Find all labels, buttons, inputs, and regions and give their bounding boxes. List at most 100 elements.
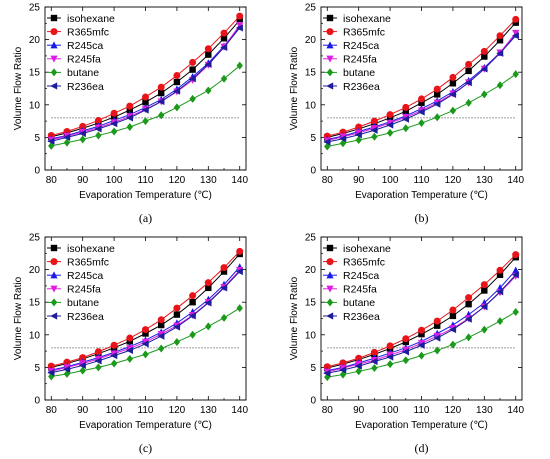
y-tick-label: 25 <box>305 233 317 244</box>
data-point <box>142 93 149 101</box>
data-point <box>370 126 378 134</box>
data-point <box>205 86 212 95</box>
data-point <box>323 363 331 371</box>
data-point <box>125 114 133 122</box>
y-tick-label: 20 <box>305 35 317 46</box>
legend-marker <box>326 41 334 49</box>
data-point <box>433 85 441 93</box>
data-point <box>126 354 133 363</box>
data-point <box>496 49 504 57</box>
legend-label: isohexane <box>67 13 115 25</box>
data-point <box>449 312 457 320</box>
data-point <box>418 330 425 338</box>
legend-marker <box>50 41 58 49</box>
x-axis-label: Evaporation Temperature (℃) <box>79 190 212 201</box>
data-point <box>386 342 394 350</box>
x-tick-label: 80 <box>46 175 58 186</box>
legend-label: R245ca <box>67 40 103 52</box>
x-tick-label: 130 <box>476 405 493 416</box>
data-point <box>220 268 228 275</box>
data-point <box>511 32 519 40</box>
chart-panel-d: 0 5 10 15 20 25 80 90 100 110 120 130 140 Evaporation… <box>289 233 524 456</box>
legend-label: R365mfc <box>343 26 385 38</box>
legend-label: R245ca <box>343 270 379 282</box>
data-point <box>79 354 87 362</box>
data-point <box>339 359 347 367</box>
series-r236ea <box>47 24 243 145</box>
data-point <box>481 325 488 334</box>
data-point <box>236 12 244 20</box>
y-tick-label: 10 <box>29 330 41 341</box>
y-tick-label: 10 <box>29 100 41 111</box>
data-point <box>94 348 102 356</box>
y-axis-label: Volume Flow Ratio <box>13 46 24 130</box>
data-point <box>110 120 118 128</box>
y-tick-label: 15 <box>29 68 41 79</box>
legend-label: R245fa <box>67 284 101 296</box>
data-point <box>481 90 488 99</box>
data-point <box>370 348 378 356</box>
legend-marker <box>50 312 58 320</box>
data-point <box>189 292 197 300</box>
legend-label: R245ca <box>67 270 103 282</box>
data-point <box>480 47 488 55</box>
data-point <box>386 360 394 369</box>
data-point <box>142 350 149 359</box>
data-point <box>433 317 441 325</box>
data-point <box>220 35 228 42</box>
data-point <box>63 365 71 373</box>
series-r365mfc <box>47 247 244 370</box>
data-point <box>418 99 425 107</box>
data-point <box>236 22 244 30</box>
legend-label: butane <box>343 297 375 309</box>
data-point <box>324 142 331 151</box>
data-point <box>355 136 362 145</box>
y-tick-label: 25 <box>29 233 41 244</box>
data-point <box>63 133 71 141</box>
legend-marker <box>50 271 58 279</box>
data-point <box>236 304 243 313</box>
y-tick-label: 5 <box>34 133 40 144</box>
data-point <box>339 139 347 148</box>
legend-label: R245ca <box>343 40 379 52</box>
data-point <box>496 288 504 296</box>
data-point <box>465 60 473 68</box>
data-point <box>220 264 228 272</box>
data-point <box>158 321 165 329</box>
data-point <box>496 37 504 44</box>
data-point <box>158 89 165 97</box>
data-point <box>189 299 196 306</box>
data-point <box>220 284 228 292</box>
data-point <box>354 362 362 370</box>
y-axis-label: Volume Flow Ratio <box>289 276 300 360</box>
legend-label: butane <box>67 297 99 309</box>
data-point <box>433 334 441 342</box>
y-axis-label: Volume Flow Ratio <box>289 46 300 130</box>
data-point <box>204 279 212 287</box>
data-point <box>236 61 243 70</box>
data-point <box>433 100 441 108</box>
legend-marker <box>326 82 334 90</box>
x-tick-label: 140 <box>231 405 248 416</box>
data-point <box>418 119 425 128</box>
data-point <box>235 267 243 276</box>
data-point <box>173 304 181 312</box>
data-point <box>496 271 504 279</box>
data-point <box>189 330 196 339</box>
legend-marker <box>50 258 58 266</box>
y-tick-label: 5 <box>310 133 316 144</box>
data-point <box>418 95 425 103</box>
legend-label: isohexane <box>343 13 391 25</box>
data-point <box>386 111 394 119</box>
data-point <box>417 108 425 116</box>
data-point <box>173 71 181 79</box>
data-point <box>480 281 488 289</box>
data-point <box>110 341 118 349</box>
data-point <box>355 123 363 131</box>
data-point <box>481 53 488 60</box>
data-point <box>189 58 197 66</box>
data-point <box>236 247 244 255</box>
data-point <box>204 60 212 68</box>
data-point <box>78 129 86 138</box>
